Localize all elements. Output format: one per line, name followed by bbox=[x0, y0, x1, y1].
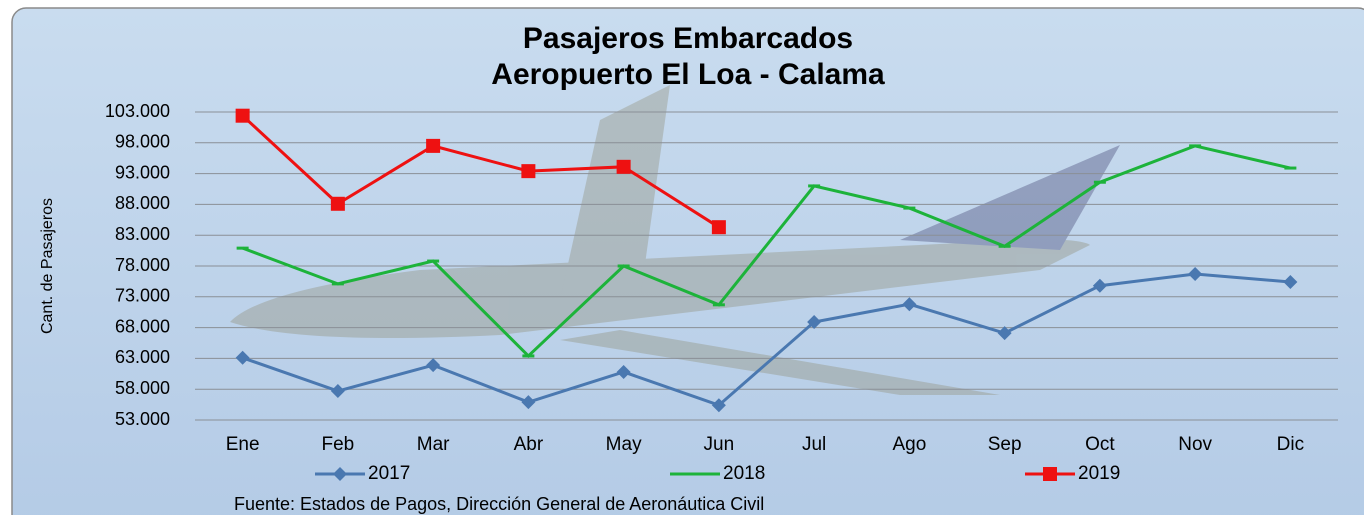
x-tick-label: Jun bbox=[704, 434, 735, 455]
y-axis-label: Cant. de Pasajeros bbox=[39, 198, 56, 334]
marker bbox=[426, 139, 440, 153]
marker bbox=[236, 109, 250, 123]
source-note: Fuente: Estados de Pagos, Dirección Gene… bbox=[234, 494, 764, 514]
marker bbox=[1043, 467, 1057, 481]
x-tick-label: Dic bbox=[1277, 434, 1304, 455]
legend-label: 2019 bbox=[1078, 463, 1120, 484]
x-tick-label: Sep bbox=[988, 434, 1022, 455]
y-tick-label: 103.000 bbox=[105, 101, 170, 121]
marker bbox=[331, 197, 345, 211]
marker bbox=[617, 160, 631, 174]
chart: Pasajeros Embarcados Aeropuerto El Loa -… bbox=[0, 0, 1364, 515]
legend-label: 2018 bbox=[723, 463, 765, 484]
page: {"chart_data": { "type": "line", "title"… bbox=[0, 0, 1364, 515]
y-tick-label: 73.000 bbox=[115, 286, 170, 306]
x-tick-label: Oct bbox=[1085, 434, 1115, 455]
y-tick-label: 93.000 bbox=[115, 162, 170, 182]
y-tick-label: 83.000 bbox=[115, 224, 170, 244]
marker bbox=[521, 164, 535, 178]
y-tick-label: 68.000 bbox=[115, 316, 170, 336]
legend-label: 2017 bbox=[368, 463, 410, 484]
x-tick-label: Ago bbox=[892, 434, 926, 455]
y-tick-label: 88.000 bbox=[115, 193, 170, 213]
chart-subtitle: Aeropuerto El Loa - Calama bbox=[491, 58, 885, 91]
x-tick-label: Abr bbox=[514, 434, 544, 455]
x-tick-label: May bbox=[606, 434, 642, 455]
x-tick-label: Feb bbox=[322, 434, 355, 455]
chart-title: Pasajeros Embarcados bbox=[523, 22, 853, 55]
x-tick-label: Mar bbox=[417, 434, 450, 455]
x-tick-label: Ene bbox=[226, 434, 260, 455]
y-tick-label: 58.000 bbox=[115, 378, 170, 398]
y-tick-label: 78.000 bbox=[115, 255, 170, 275]
y-tick-label: 98.000 bbox=[115, 132, 170, 152]
x-tick-label: Jul bbox=[802, 434, 826, 455]
marker bbox=[712, 220, 726, 234]
y-tick-label: 63.000 bbox=[115, 347, 170, 367]
y-tick-label: 53.000 bbox=[115, 409, 170, 429]
x-tick-label: Nov bbox=[1178, 434, 1212, 455]
